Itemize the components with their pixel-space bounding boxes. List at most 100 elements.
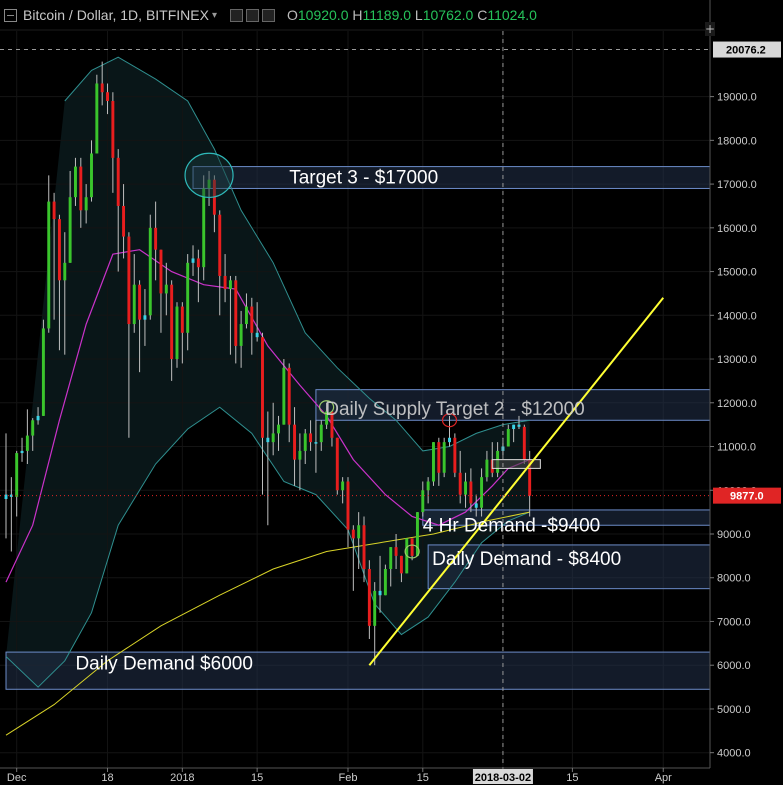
candle <box>116 149 120 272</box>
candle-body <box>223 275 227 290</box>
price-tick-label: 14000.0 <box>717 310 757 322</box>
candle-body <box>421 490 425 513</box>
price-tick-label: 9000.0 <box>717 529 751 541</box>
candle <box>164 262 168 316</box>
candle-body <box>506 429 510 447</box>
zone-rect <box>5 651 711 690</box>
close-icon[interactable] <box>261 8 275 22</box>
candle-body <box>239 324 243 346</box>
price-tick-label: 16000.0 <box>717 223 757 235</box>
candle-body <box>442 442 446 473</box>
candle-body <box>4 494 8 500</box>
candle <box>506 424 510 447</box>
candle <box>127 232 131 438</box>
candle-body <box>143 315 147 320</box>
candle <box>373 582 377 666</box>
zone-rect <box>315 389 711 421</box>
ohlc-readout: O10920.0 H11189.0 L10762.0 C11024.0 <box>286 7 537 23</box>
candle-body <box>528 459 532 496</box>
candle-body <box>36 415 40 421</box>
candle-body <box>485 459 489 478</box>
candle-body <box>517 424 521 427</box>
candle <box>464 472 468 508</box>
candle-body <box>389 547 393 569</box>
candle <box>394 533 398 569</box>
candle-body <box>469 481 473 504</box>
candle-body <box>41 328 45 416</box>
candle <box>41 319 45 416</box>
candle <box>293 407 297 486</box>
candle <box>287 363 291 443</box>
candle <box>437 437 441 486</box>
candle <box>480 468 484 517</box>
candle <box>517 415 521 430</box>
price-tick-label: 4000.0 <box>717 748 751 760</box>
bollinger-band-fill <box>6 57 530 688</box>
candle-body <box>138 284 142 320</box>
candle-body <box>378 590 382 596</box>
candle-body <box>335 437 339 491</box>
candle <box>367 560 371 639</box>
candle <box>138 280 142 373</box>
candle-body <box>261 337 264 438</box>
add-crosshair-button[interactable]: + <box>705 22 716 36</box>
candle-body <box>100 83 104 93</box>
candle-body <box>116 157 120 206</box>
price-tick-label: 11000.0 <box>717 442 756 454</box>
price-axis-bg <box>710 0 783 785</box>
candle <box>175 302 179 368</box>
zone-label: 4 Hr Demand -$9400 <box>423 516 600 537</box>
candle-body <box>191 258 195 263</box>
candle-body <box>57 219 61 281</box>
candle-body <box>474 503 478 508</box>
chevron-down-icon[interactable]: ▾ <box>211 9 217 21</box>
collapse-icon[interactable] <box>4 8 17 22</box>
candle <box>73 157 77 206</box>
price-tick-label: 8000.0 <box>717 573 751 585</box>
candle-body <box>170 284 174 360</box>
candle-body <box>47 201 51 329</box>
visibility-icon[interactable] <box>245 8 259 22</box>
candle-body <box>175 306 179 360</box>
candle-body <box>282 367 286 425</box>
candle <box>330 411 334 447</box>
candle <box>106 83 109 115</box>
trendline <box>368 297 665 666</box>
candle <box>362 516 366 583</box>
candle <box>426 477 430 504</box>
candle-body <box>399 555 403 574</box>
candle <box>282 359 286 425</box>
candle-body <box>196 258 200 268</box>
candle <box>250 297 254 355</box>
bollinger-upper-line <box>64 56 530 452</box>
candle-body <box>15 453 19 497</box>
candle <box>389 547 393 587</box>
candle <box>234 275 238 364</box>
candle-body <box>277 424 280 434</box>
price-tick-label: 6000.0 <box>717 660 751 672</box>
candle <box>474 494 478 517</box>
candle-body <box>330 411 334 438</box>
low-value: 10762.0 <box>422 7 474 23</box>
candle <box>154 201 158 281</box>
candle-body <box>357 525 361 539</box>
candle <box>255 302 259 342</box>
settings-icon[interactable] <box>229 8 243 22</box>
candle <box>180 302 184 364</box>
candle <box>31 418 35 451</box>
candle-body <box>325 411 329 425</box>
candle-body <box>362 525 366 569</box>
candle-body <box>218 214 222 276</box>
price-tick-label: 12000.0 <box>717 398 757 410</box>
candle-body <box>367 568 371 626</box>
symbol-title[interactable]: Bitcoin / Dollar, 1D, BITFINEX <box>23 7 209 23</box>
price-tick-label: 5000.0 <box>717 704 751 716</box>
zone-label: Target 3 - $17000 <box>289 168 438 189</box>
candle <box>57 214 61 351</box>
candle <box>111 92 115 193</box>
candle <box>218 210 222 316</box>
candle <box>79 157 83 228</box>
candle <box>100 61 104 106</box>
